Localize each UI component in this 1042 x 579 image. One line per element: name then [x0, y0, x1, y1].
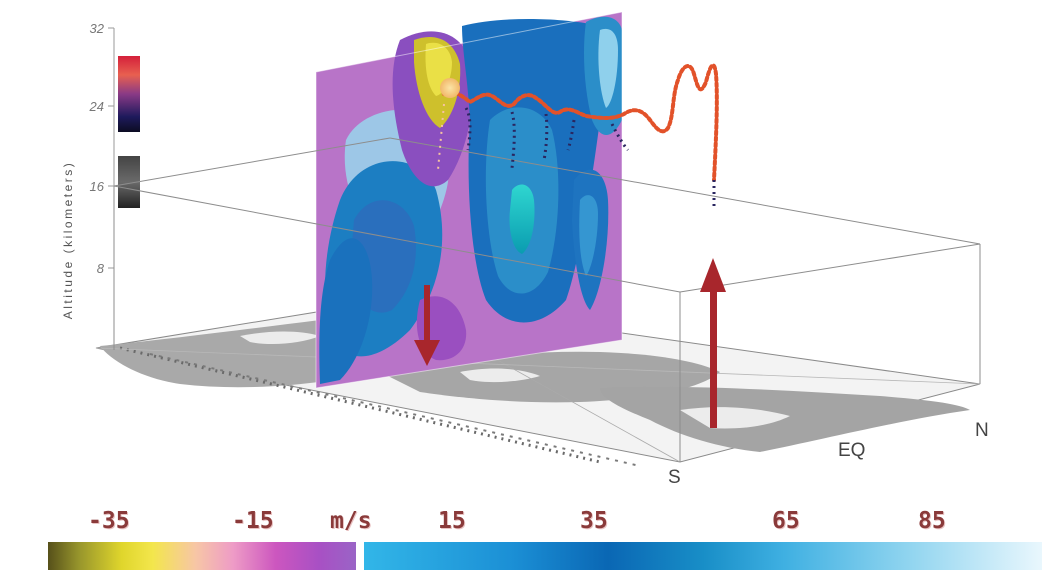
temperature-color-key [118, 56, 140, 132]
gray-scale-key [118, 156, 140, 208]
wind-speed-colorbar [48, 542, 1042, 570]
scale-label-15: 15 [438, 508, 466, 534]
scale-label-minus-35: -35 [88, 508, 130, 534]
altitude-tick-8: 8 [97, 261, 105, 276]
altitude-tick-16: 16 [90, 179, 105, 194]
altitude-tick-24: 24 [89, 99, 104, 114]
equator-label: EQ [838, 440, 865, 461]
colorbar-zero-gap [356, 542, 364, 570]
colorbar-negative-segment [48, 542, 356, 570]
balloon-marker [440, 78, 460, 98]
south-label: S [668, 467, 681, 488]
colorbar-positive-segment [364, 542, 1042, 570]
altitude-axis-title: Altitude (kilometers) [61, 161, 75, 320]
scale-label-35: 35 [580, 508, 608, 534]
scale-label-85: 85 [918, 508, 946, 534]
temperature-profile [437, 63, 719, 206]
altitude-tick-32: 32 [90, 21, 105, 36]
scale-label-65: 65 [772, 508, 800, 534]
wind-speed-cross-section [315, 11, 623, 389]
scale-label-minus-15: -15 [232, 508, 274, 534]
upward-arrow [700, 258, 726, 428]
altitude-axis: 32 24 16 8 Altitude (kilometers) [61, 21, 115, 350]
north-label: N [975, 420, 989, 441]
downward-arrow [414, 285, 440, 366]
bounding-box [113, 137, 981, 462]
scale-units-label: m/s [330, 508, 372, 534]
